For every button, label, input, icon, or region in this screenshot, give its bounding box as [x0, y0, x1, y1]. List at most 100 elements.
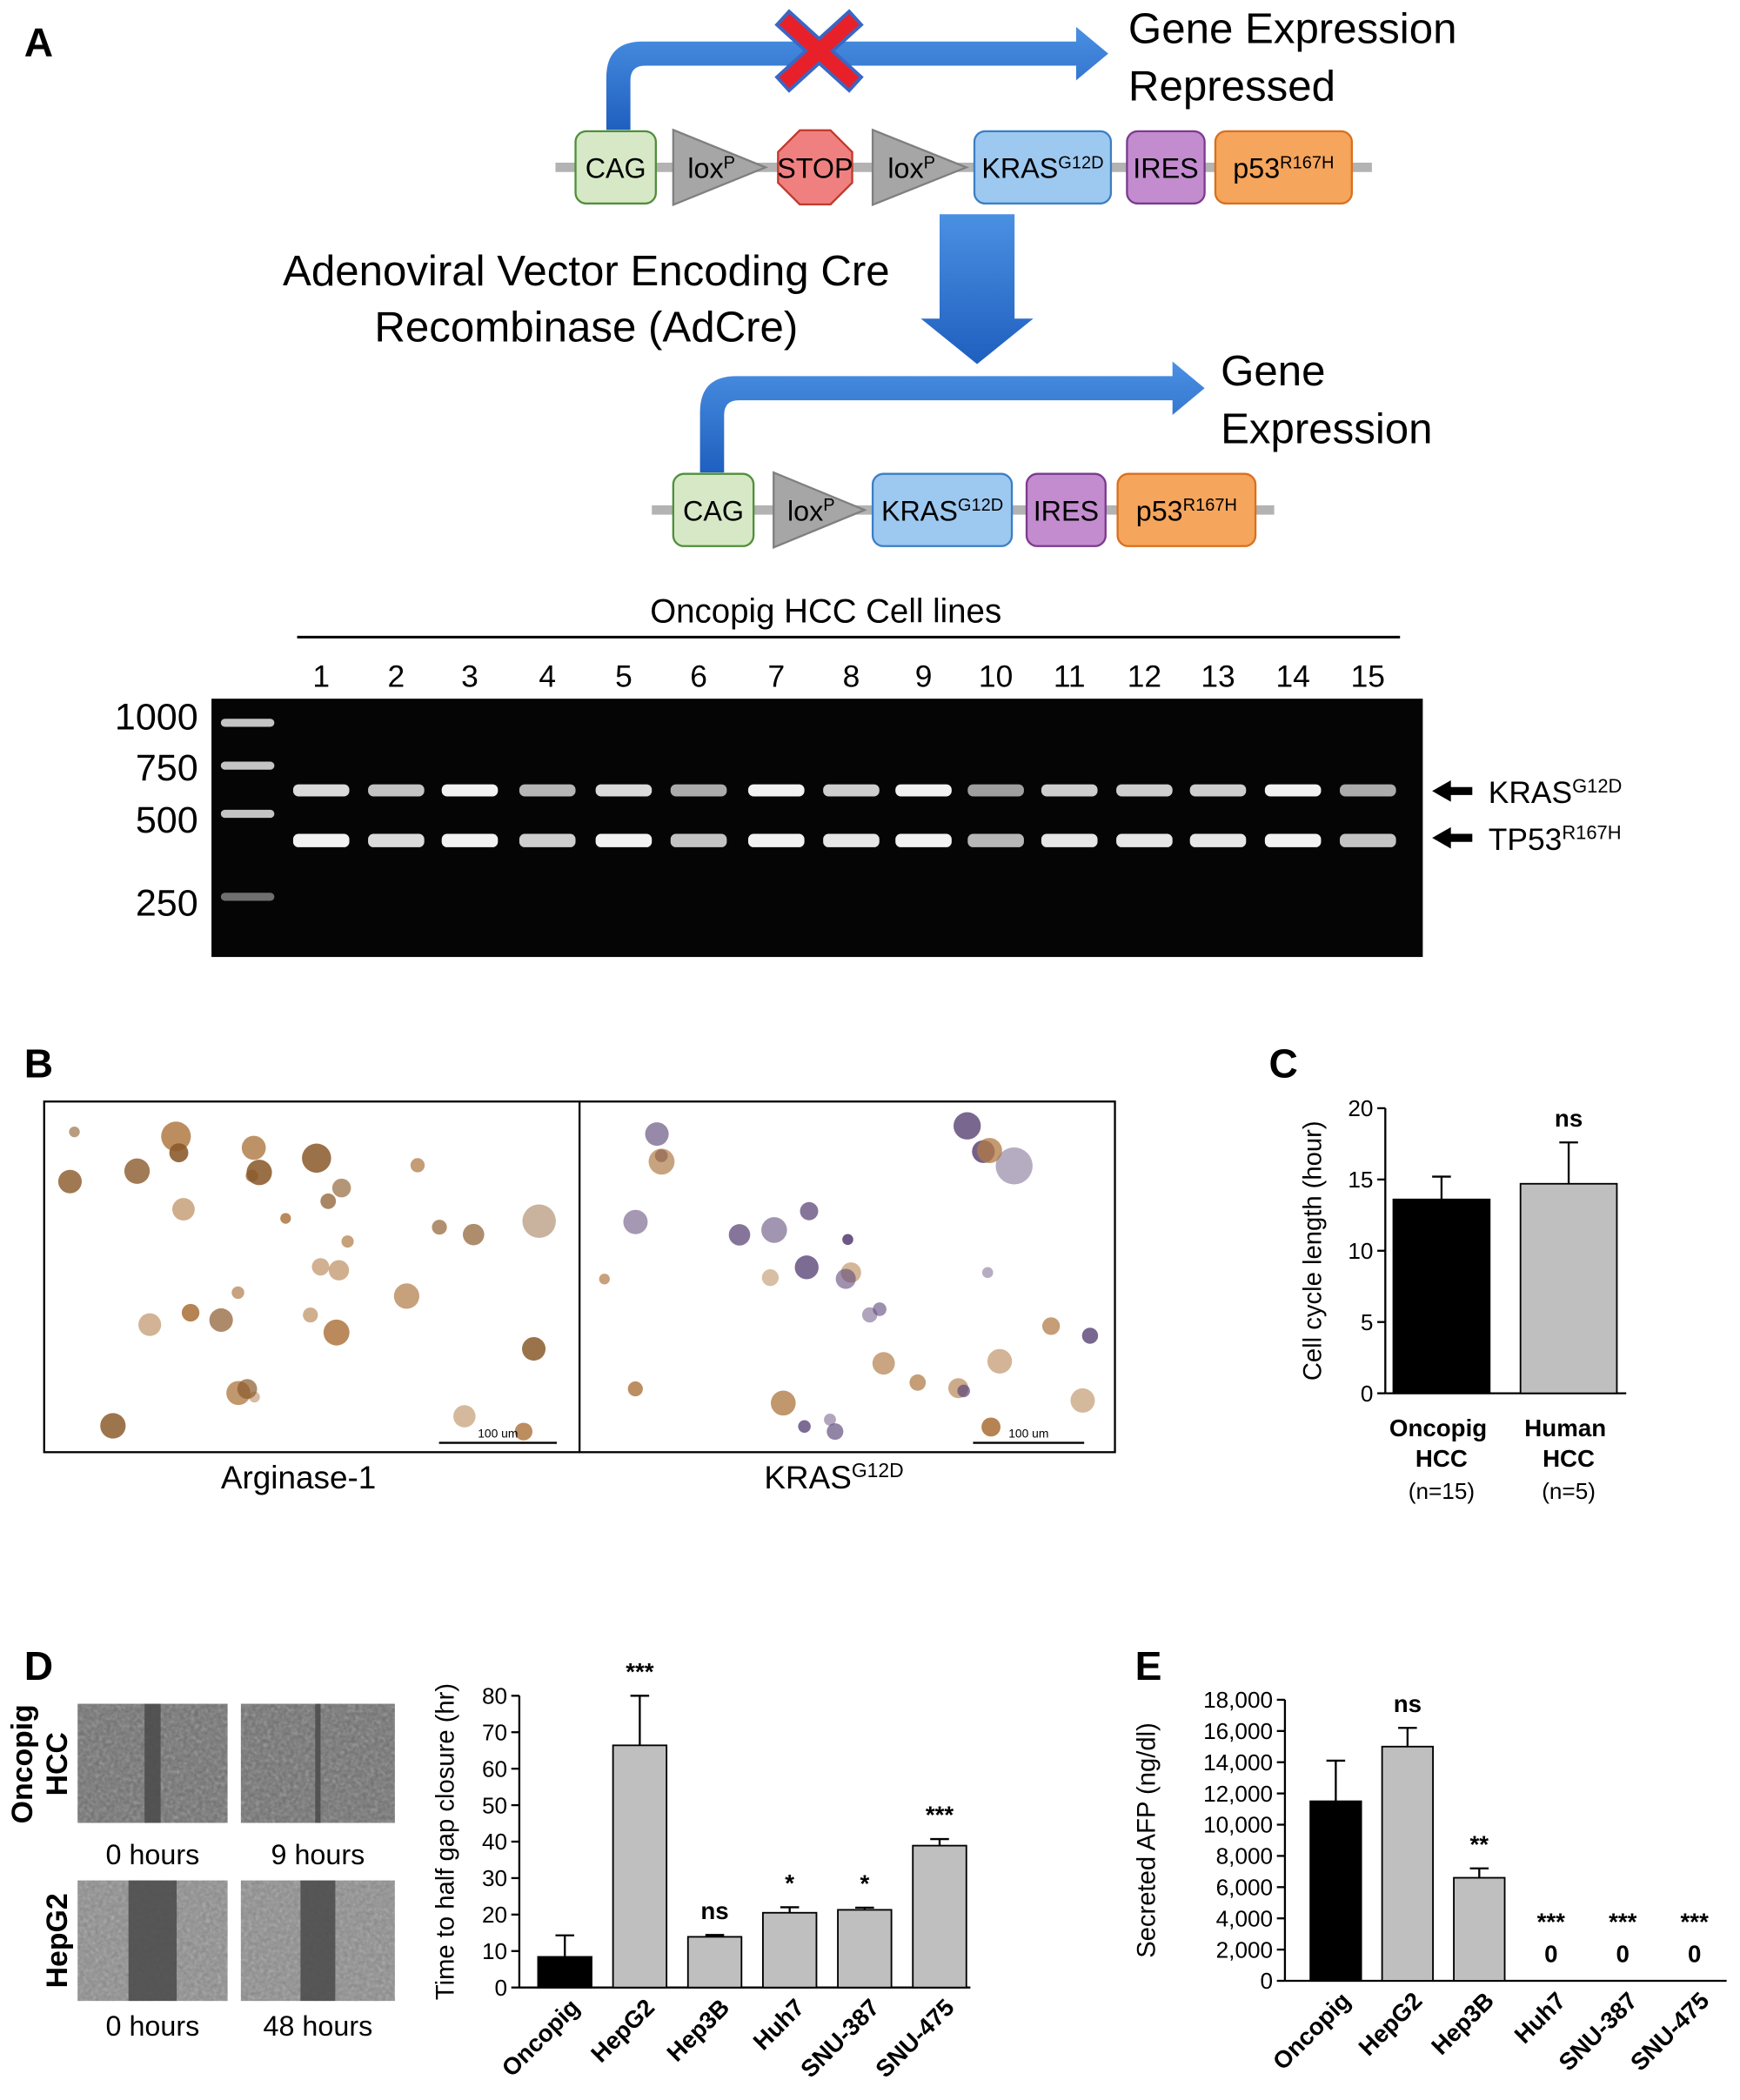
- cell: [976, 1138, 1002, 1163]
- scratch-gap: [144, 1703, 161, 1823]
- block-cross: [779, 13, 860, 89]
- cell: [100, 1413, 126, 1439]
- cell: [237, 1379, 258, 1400]
- element-label-main: CAG: [586, 153, 646, 184]
- ladder-label: 500: [136, 799, 198, 841]
- y-axis-label: Secreted AFP (ng/dl): [1134, 1722, 1161, 1958]
- bar: [537, 1956, 592, 1989]
- significance: *: [860, 1869, 869, 1896]
- recombinase-label: Recombinase (AdCre): [374, 303, 798, 351]
- error-bar: [630, 1695, 650, 1746]
- element-label: p53R167H: [1233, 153, 1334, 184]
- band-label-main: TP53: [1489, 823, 1563, 857]
- element-label: KRASG12D: [881, 496, 1003, 527]
- cell: [981, 1417, 1001, 1437]
- cell: [69, 1127, 80, 1138]
- y-tick-label: 16,000: [1203, 1718, 1273, 1744]
- cell: [280, 1213, 291, 1224]
- lane-label: 14: [1275, 659, 1309, 693]
- gene-element: [1025, 472, 1107, 547]
- cell: [331, 1178, 351, 1198]
- y-tick-label: 2,000: [1216, 1936, 1273, 1963]
- label-line: HCC: [1415, 1445, 1468, 1472]
- lane-label: 12: [1128, 659, 1161, 693]
- promoter-arrow: [699, 361, 1205, 473]
- y-tick-label: 12,000: [1203, 1781, 1273, 1807]
- ladder-band: [220, 719, 275, 727]
- element-label-main: lox: [787, 496, 823, 527]
- element-label-main: p53: [1136, 496, 1183, 527]
- x-tick-label: Human HCC: [1524, 1414, 1613, 1472]
- y-tick-label: 40: [482, 1829, 507, 1855]
- micrograph-caption-main: KRAS: [764, 1460, 852, 1495]
- lane-label: 6: [690, 659, 707, 693]
- lane-label: 2: [388, 659, 405, 693]
- gene-element: [1126, 130, 1206, 205]
- bar: [1453, 1876, 1506, 1982]
- lane-label: 15: [1351, 659, 1385, 693]
- lane-label: 9: [915, 659, 933, 693]
- y-tick-label: 20: [1348, 1095, 1373, 1121]
- element-label: CAG: [586, 153, 646, 184]
- cell: [981, 1267, 994, 1279]
- ladder-label: 750: [136, 747, 198, 789]
- loxp-site: [871, 128, 969, 207]
- gel-band: [519, 833, 576, 847]
- bar: [1392, 1198, 1491, 1394]
- cell: [645, 1122, 669, 1147]
- cell: [987, 1348, 1013, 1374]
- expression-label: Repressed: [1128, 62, 1335, 110]
- scratch-gap: [128, 1880, 177, 2002]
- bar: [912, 1844, 967, 1989]
- panel-label: A: [24, 20, 53, 65]
- element-label: IRES: [1133, 153, 1198, 184]
- value-label: 0: [1544, 1940, 1557, 1967]
- gel-band: [519, 784, 576, 797]
- element-label-main: lox: [687, 153, 723, 184]
- element-label-main: KRAS: [981, 153, 1058, 184]
- element-label: STOP: [777, 153, 853, 184]
- gene-element: [973, 130, 1113, 205]
- lane-label: 1: [312, 659, 330, 693]
- y-tick-label: 10,000: [1203, 1812, 1273, 1838]
- cell: [1070, 1388, 1095, 1413]
- cell: [826, 1423, 844, 1441]
- cell: [231, 1286, 244, 1300]
- cell: [522, 1337, 546, 1361]
- stop-element: [777, 129, 853, 206]
- cell: [761, 1217, 787, 1243]
- y-tick-label: 20: [482, 1902, 507, 1928]
- gel-band: [823, 784, 880, 797]
- gel-band: [292, 784, 350, 797]
- recombinase-label: Adenoviral Vector Encoding Cre: [283, 247, 890, 295]
- cell: [323, 1319, 350, 1346]
- expression-label: Gene Expression: [1128, 4, 1457, 52]
- bar: [686, 1936, 743, 1989]
- cell: [1081, 1328, 1099, 1344]
- element-label: CAG: [683, 496, 744, 527]
- y-axis-label: Time to half gap closure (hr): [432, 1683, 460, 2000]
- cell: [241, 1135, 266, 1160]
- element-label-sup: P: [823, 496, 834, 515]
- cell: [410, 1158, 425, 1173]
- gel-band: [1041, 784, 1098, 797]
- cell: [209, 1307, 233, 1332]
- element-label-main: p53: [1233, 153, 1280, 184]
- gel-band: [1041, 833, 1098, 847]
- cell: [246, 1160, 272, 1186]
- cell: [798, 1420, 811, 1434]
- cell: [124, 1158, 151, 1184]
- lane-label: 5: [615, 659, 632, 693]
- ladder-band: [220, 809, 275, 819]
- label-line: HCC: [1543, 1445, 1595, 1472]
- error-bar: [1559, 1141, 1578, 1184]
- band-label-main: KRAS: [1489, 776, 1572, 810]
- element-label-main: IRES: [1133, 153, 1198, 184]
- cell: [800, 1201, 819, 1221]
- gel-band: [670, 833, 727, 847]
- recombination-arrow: [920, 214, 1034, 364]
- y-tick-label: 30: [482, 1865, 507, 1891]
- gel-band: [967, 833, 1024, 847]
